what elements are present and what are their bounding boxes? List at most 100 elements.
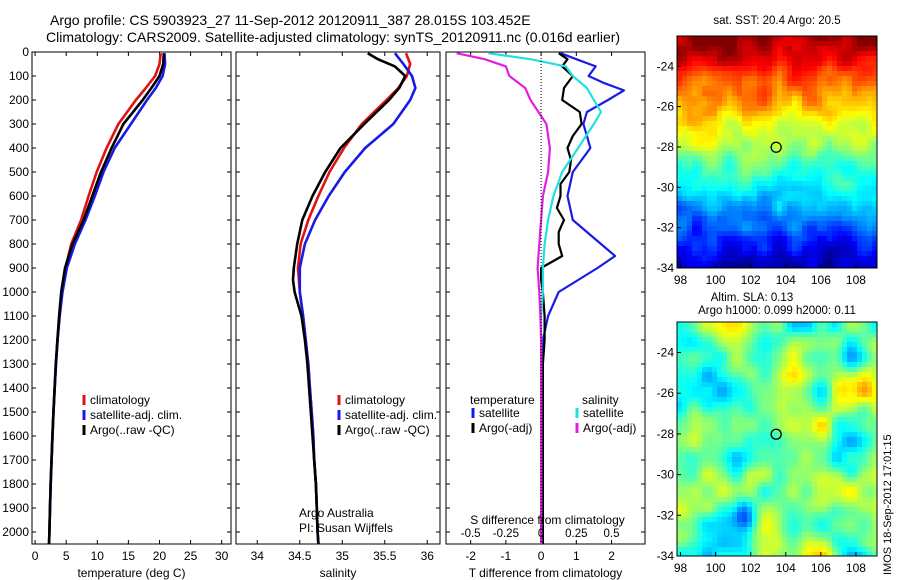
sst-map-xtick-label: 108 xyxy=(846,273,866,287)
sst-map-xtick-label: 106 xyxy=(811,273,831,287)
salinity-legend-label: Argo(..raw -QC) xyxy=(345,423,430,437)
sla-map-argo-marker xyxy=(770,428,782,440)
sla-map-frame xyxy=(676,321,878,557)
temperature-legend-label: climatology xyxy=(90,393,150,407)
difference-series-1 xyxy=(539,52,583,544)
sla-map-xtick-label: 102 xyxy=(741,561,761,575)
sla-map-xtick-label: 106 xyxy=(811,561,831,575)
salinity-xtick-label: 35.5 xyxy=(373,549,397,563)
sst-map-ytick-label: -34 xyxy=(657,261,675,275)
depth-tick-label: 100 xyxy=(9,69,29,83)
depth-tick-label: 900 xyxy=(9,261,29,275)
depth-tick-label: 1300 xyxy=(2,357,29,371)
depth-tick-label: 400 xyxy=(9,141,29,155)
temperature-plot-area xyxy=(31,51,232,545)
legend-salinity-heading: salinity xyxy=(582,393,619,407)
figure-title-line1: Argo profile: CS 5903923_27 11-Sep-2012 … xyxy=(50,12,531,28)
temperature-xtick-label: 20 xyxy=(153,549,167,563)
sla-map-ytick-label: -24 xyxy=(657,346,675,360)
sst-map-ytick-label: -32 xyxy=(657,221,675,235)
sla-map-xtick-label: 104 xyxy=(776,561,796,575)
salinity-legend-label: satellite-adj. clim. xyxy=(345,408,437,422)
sdiff-tick-label: -0.5 xyxy=(461,528,481,540)
salinity-series-2 xyxy=(291,52,407,545)
sst-map-xtick-label: 98 xyxy=(674,273,688,287)
figure-title-line2: Climatology: CARS2009. Satellite-adjuste… xyxy=(46,29,621,45)
depth-tick-label: 1200 xyxy=(2,333,29,347)
salinity-xlabel: salinity xyxy=(320,566,357,580)
sdiff-tick-label: 0 xyxy=(538,528,544,540)
sla-map-xtick-label: 98 xyxy=(674,561,688,575)
depth-tick-label: 1600 xyxy=(2,429,29,443)
sdiff-tick-label: -0.25 xyxy=(493,528,519,540)
depth-tick-label: 500 xyxy=(9,165,29,179)
depth-tick-label: 300 xyxy=(9,117,29,131)
depth-tick-label: 200 xyxy=(9,93,29,107)
legend-temperature-heading: temperature xyxy=(470,393,535,407)
difference-xtick-label: -1 xyxy=(501,549,512,563)
sst-map-heatmap xyxy=(677,36,878,269)
temperature-xtick-label: 0 xyxy=(32,549,39,563)
sst-map-title: sat. SST: 20.4 Argo: 20.5 xyxy=(713,15,841,27)
temperature-xlabel: temperature (deg C) xyxy=(77,566,185,580)
difference-xtick-label: 2 xyxy=(608,549,615,563)
depth-tick-label: 700 xyxy=(9,213,29,227)
sdiff-xlabel: S difference from climatology xyxy=(470,513,625,527)
sst-map-xtick-label: 100 xyxy=(706,273,726,287)
sst-map-frame xyxy=(676,35,878,269)
difference-xtick-label: 0 xyxy=(538,549,545,563)
sla-map-title-line1: Altim. SLA: 0.13 xyxy=(710,292,794,304)
difference-plot-area xyxy=(445,51,646,545)
temperature-legend-label: satellite-adj. clim. xyxy=(90,408,182,422)
temperature-xtick-label: 5 xyxy=(63,549,70,563)
pi-label: PI: Susan Wijffels xyxy=(299,521,393,535)
sdiff-tick-label: 0.25 xyxy=(565,528,587,540)
sst-map-argo-marker xyxy=(770,141,782,153)
depth-tick-label: 1900 xyxy=(2,501,29,515)
sst-map-xtick-label: 104 xyxy=(776,273,796,287)
difference-legend-label: Argo(-adj) xyxy=(583,421,636,435)
difference-legend-label: Argo(-adj) xyxy=(479,421,532,435)
depth-tick-label: 1500 xyxy=(2,405,29,419)
sla-map-ytick-label: -26 xyxy=(657,386,675,400)
sdiff-tick-label: 0.5 xyxy=(604,528,620,540)
sla-map-ytick-label: -34 xyxy=(657,549,675,563)
sst-map-ytick-label: -24 xyxy=(657,59,675,73)
salinity-legend-label: climatology xyxy=(345,393,405,407)
sla-map-xtick-label: 100 xyxy=(706,561,726,575)
depth-tick-label: 1400 xyxy=(2,381,29,395)
temperature-xtick-label: 25 xyxy=(184,549,198,563)
sla-map-ytick-label: -30 xyxy=(657,468,675,482)
temperature-xtick-label: 15 xyxy=(122,549,136,563)
salinity-xtick-label: 34 xyxy=(251,549,265,563)
salinity-xtick-label: 35 xyxy=(336,549,350,563)
sla-map-xtick-label: 108 xyxy=(846,561,866,575)
sst-map-ytick-label: -30 xyxy=(657,180,675,194)
difference-xtick-label: 1 xyxy=(573,549,580,563)
difference-xtick-label: -2 xyxy=(465,549,476,563)
sla-map-ytick-label: -28 xyxy=(657,427,675,441)
depth-tick-label: 0 xyxy=(22,45,29,59)
sla-map-title-line2: Argo h1000: 0.099 h2000: 0.11 xyxy=(698,305,856,317)
sst-map-ytick-label: -28 xyxy=(657,140,675,154)
temperature-xtick-label: 30 xyxy=(215,549,229,563)
salinity-xtick-label: 34.5 xyxy=(288,549,312,563)
sla-map-heatmap xyxy=(677,322,878,557)
difference-xlabel: T difference from climatology xyxy=(469,566,623,580)
temperature-series-2 xyxy=(47,53,166,545)
depth-tick-label: 800 xyxy=(9,237,29,251)
depth-tick-label: 1700 xyxy=(2,453,29,467)
argo-australia-label: Argo Australia xyxy=(299,506,374,520)
sla-map-ytick-label: -32 xyxy=(657,508,675,522)
salinity-xtick-label: 36 xyxy=(421,549,435,563)
depth-tick-label: 1100 xyxy=(3,309,29,323)
temperature-legend-label: Argo(..raw -QC) xyxy=(90,423,175,437)
temperature-xtick-label: 10 xyxy=(91,549,105,563)
difference-legend-label: satellite xyxy=(583,406,624,420)
depth-tick-label: 1800 xyxy=(2,477,29,491)
depth-tick-label: 1000 xyxy=(2,285,29,299)
depth-tick-label: 2000 xyxy=(2,525,29,539)
salinity-plot-area xyxy=(235,51,441,545)
depth-tick-label: 600 xyxy=(9,189,29,203)
